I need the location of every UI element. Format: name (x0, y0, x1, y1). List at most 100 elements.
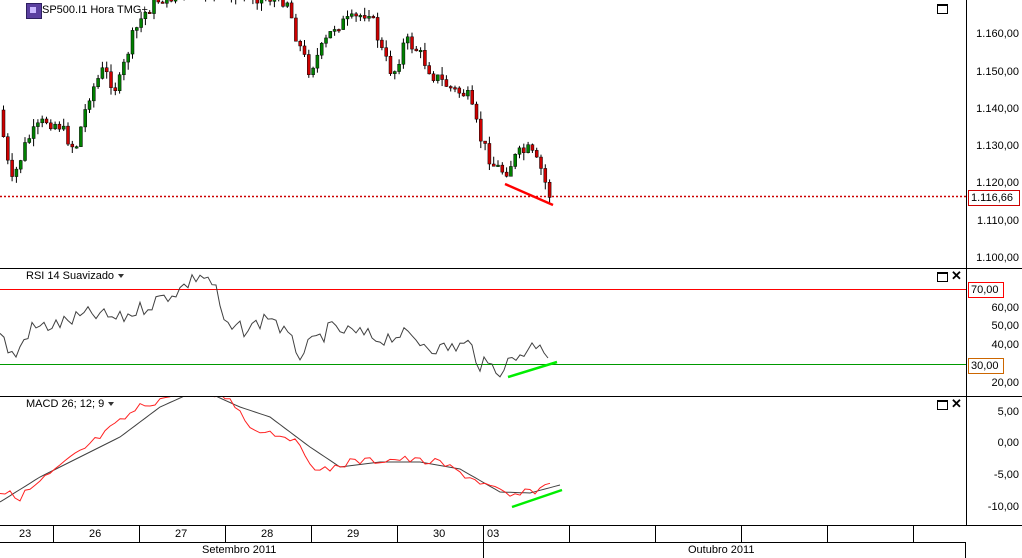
candle-body (414, 48, 419, 52)
candle-body (130, 30, 135, 55)
month-label: Outubro 2011 (688, 544, 755, 556)
rsi-tick: 40,00 (991, 339, 1019, 351)
rsi-panel[interactable]: RSI 14 Suavizado ✕ (0, 269, 966, 397)
dropdown-caret-icon[interactable] (108, 402, 115, 407)
candle-body (427, 65, 431, 75)
candle-body (461, 92, 466, 97)
rsi-title[interactable]: RSI 14 Suavizado (26, 270, 125, 282)
month-label: Setembro 2011 (202, 544, 277, 556)
candle-body (410, 36, 414, 50)
candle-body (491, 163, 496, 167)
candle-body (375, 17, 380, 41)
candle-body (479, 118, 483, 142)
candle-body (109, 71, 113, 88)
maximize-icon[interactable] (937, 272, 948, 282)
macd-tick: 0,00 (997, 437, 1019, 449)
candle-body (315, 54, 320, 69)
candle-body (87, 100, 92, 110)
rsi-tick: 60,00 (991, 302, 1019, 314)
candle-body (152, 0, 156, 14)
candle-body (547, 182, 552, 198)
candle-body (165, 0, 169, 4)
candle-body (311, 67, 315, 75)
candle-body (49, 122, 53, 130)
candle-body (466, 90, 470, 97)
overbought-tag: 70,00 (968, 282, 1004, 298)
candle-body (117, 74, 122, 91)
candle-body (487, 143, 492, 165)
maximize-icon[interactable] (937, 400, 948, 410)
candle-body (57, 123, 62, 130)
candle-body (483, 140, 487, 144)
candle-body (457, 87, 462, 94)
candle-body (44, 118, 49, 124)
macd-tick: -5,00 (993, 469, 1019, 481)
candle-body (337, 29, 341, 32)
rsi-divergence-line (507, 360, 558, 379)
candle-body (543, 168, 548, 183)
candle-body (27, 138, 32, 143)
day-label: 26 (89, 528, 102, 540)
candle-body (66, 125, 70, 145)
candle-body (83, 109, 87, 128)
day-label: 27 (175, 528, 188, 540)
candle-body (31, 126, 36, 139)
candle-body (371, 16, 376, 19)
macd-tick: 5,00 (997, 406, 1019, 418)
macd-panel[interactable]: MACD 26; 12; 9 ✕ (0, 397, 966, 525)
price-tick: 1.120,00 (976, 177, 1019, 189)
candle-body (268, 0, 272, 2)
macd-chart[interactable] (0, 397, 966, 525)
candle-body (431, 73, 436, 81)
candle-body (70, 143, 75, 148)
candle-body (350, 13, 354, 17)
price-tick: 1.150,00 (976, 66, 1019, 78)
candlestick-chart[interactable] (0, 0, 966, 268)
candle-body (126, 53, 130, 63)
price-tick: 1.110,00 (976, 215, 1019, 227)
candle-body (384, 47, 388, 57)
candle-body (453, 87, 457, 90)
candle-body (1, 109, 6, 137)
candle-body (14, 168, 19, 177)
day-label: 03 (487, 528, 500, 540)
close-icon[interactable]: ✕ (951, 269, 962, 283)
candle-body (92, 86, 96, 102)
price-panel[interactable]: SP500.I1 Hora TMG+ (0, 0, 966, 269)
candle-body (173, 0, 178, 2)
day-label: 29 (347, 528, 360, 540)
dropdown-caret-icon[interactable] (118, 274, 125, 279)
maximize-icon[interactable] (937, 4, 948, 14)
macd-tick: -10,00 (987, 501, 1019, 513)
candle-body (302, 45, 307, 55)
candle-body (324, 37, 328, 44)
day-row: 23 26 27 28 29 30 03 (0, 526, 966, 543)
candle-body (281, 0, 285, 7)
macd-title[interactable]: MACD 26; 12; 9 (26, 398, 115, 410)
macd-title-label: MACD 26; 12; 9 (26, 398, 105, 410)
candle-body (470, 90, 474, 105)
close-icon[interactable]: ✕ (951, 397, 962, 411)
candle-body (405, 36, 410, 44)
candle-body (259, 0, 264, 4)
candle-body (289, 2, 294, 19)
candle-body (440, 74, 444, 80)
candle-body (397, 64, 401, 72)
rsi-chart[interactable] (0, 269, 966, 396)
candle-body (509, 166, 513, 177)
candle-body (40, 118, 44, 124)
candle-body (423, 50, 427, 66)
price-tick: 1.160,00 (976, 28, 1019, 40)
rsi-line (0, 273, 549, 378)
candle-body (328, 31, 333, 39)
candle-body (500, 164, 505, 173)
candle-body (147, 11, 152, 14)
candle-body (345, 16, 350, 20)
candle-body (539, 156, 543, 169)
candle-body (474, 103, 479, 120)
candle-body (23, 142, 27, 161)
price-tick: 1.130,00 (976, 140, 1019, 152)
candle-body (122, 61, 126, 76)
candle-body (513, 154, 517, 167)
price-divergence-line (504, 182, 554, 207)
